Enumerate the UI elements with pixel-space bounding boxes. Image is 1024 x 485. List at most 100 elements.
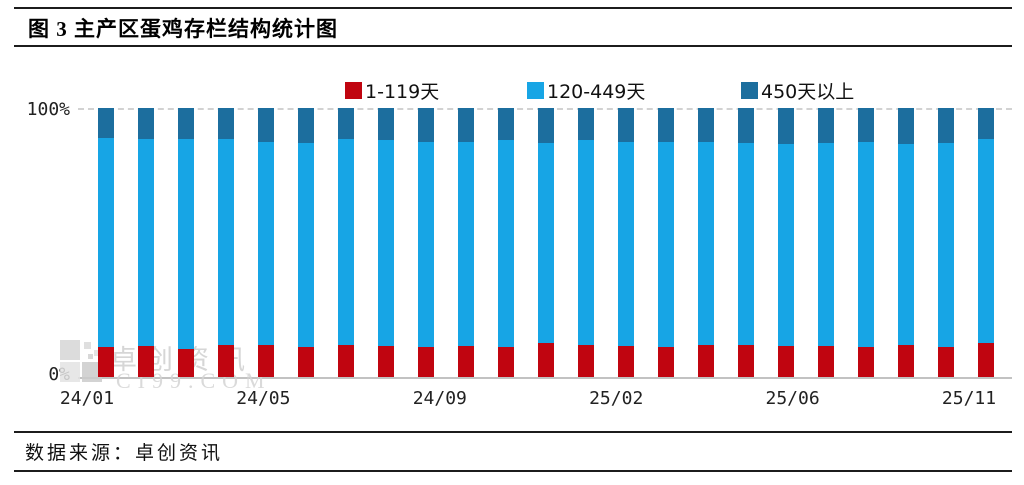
bar-segment-450天以上 xyxy=(978,108,994,139)
bar-segment-120-449天 xyxy=(138,138,154,347)
bar-24/02 xyxy=(138,108,154,377)
bar-segment-1-119天 xyxy=(458,346,474,377)
title-underline xyxy=(14,45,1012,47)
bar-segment-1-119天 xyxy=(978,343,994,377)
bar-segment-450天以上 xyxy=(858,108,874,142)
page-title: 图 3 主产区蛋鸡存栏结构统计图 xyxy=(28,17,338,41)
x-tick-24/09: 24/09 xyxy=(412,388,467,409)
bar-25/10 xyxy=(938,108,954,377)
bar-segment-120-449天 xyxy=(778,144,794,347)
bar-segment-1-119天 xyxy=(258,344,274,377)
bar-24/08 xyxy=(378,108,394,377)
bar-segment-450天以上 xyxy=(258,108,274,142)
bar-segment-120-449天 xyxy=(258,141,274,345)
bar-segment-120-449天 xyxy=(338,138,354,345)
plot-area xyxy=(80,108,1012,377)
bar-segment-120-449天 xyxy=(698,141,714,345)
bar-24/04 xyxy=(218,108,234,377)
bar-segment-450天以上 xyxy=(498,108,514,141)
legend-item-age-450plus: 450天以上 xyxy=(741,79,855,103)
bar-segment-120-449天 xyxy=(378,140,394,347)
x-tick-25/02: 25/02 xyxy=(589,388,644,409)
bar-segment-450天以上 xyxy=(298,108,314,143)
bar-segment-450天以上 xyxy=(778,108,794,145)
bar-segment-1-119天 xyxy=(218,344,234,377)
bar-segment-450天以上 xyxy=(938,108,954,143)
bar-25/07 xyxy=(818,108,834,377)
bar-segment-1-119天 xyxy=(498,347,514,377)
bar-segment-120-449天 xyxy=(178,138,194,349)
bar-24/05 xyxy=(258,108,274,377)
bar-segment-120-449天 xyxy=(738,142,754,345)
bar-25/06 xyxy=(778,108,794,377)
bar-segment-450天以上 xyxy=(898,108,914,145)
bar-segment-450天以上 xyxy=(578,108,594,141)
bar-segment-120-449天 xyxy=(858,141,874,348)
bar-segment-1-119天 xyxy=(738,344,754,377)
bar-25/09 xyxy=(898,108,914,377)
bar-segment-450天以上 xyxy=(378,108,394,141)
bar-segment-1-119天 xyxy=(298,347,314,377)
bar-segment-120-449天 xyxy=(498,140,514,348)
bar-segment-450天以上 xyxy=(658,108,674,142)
bar-segment-1-119天 xyxy=(98,347,114,377)
legend-label: 120-449天 xyxy=(547,80,646,103)
bar-segment-120-449天 xyxy=(978,138,994,344)
legend-label: 1-119天 xyxy=(365,80,440,103)
bar-segment-1-119天 xyxy=(938,347,954,377)
bar-24/07 xyxy=(338,108,354,377)
legend-swatch-lightblue xyxy=(527,81,544,99)
top-rule xyxy=(14,7,1012,9)
bar-segment-450天以上 xyxy=(218,108,234,139)
bar-segment-450天以上 xyxy=(458,108,474,142)
x-tick-25/11: 25/11 xyxy=(941,388,997,409)
bar-segment-120-449天 xyxy=(658,141,674,348)
bar-segment-1-119天 xyxy=(578,344,594,377)
bar-segment-1-119天 xyxy=(778,346,794,377)
x-axis-line xyxy=(78,377,1012,379)
bar-25/02 xyxy=(618,108,634,377)
data-source-label: 数据来源：卓创资讯 xyxy=(25,443,224,464)
x-tick-24/05: 24/05 xyxy=(236,388,291,409)
legend-item-age-120-449: 120-449天 xyxy=(527,79,646,103)
bar-segment-1-119天 xyxy=(698,344,714,377)
bar-segment-450天以上 xyxy=(698,108,714,142)
x-tick-24/01: 24/01 xyxy=(59,388,115,409)
bar-segment-450天以上 xyxy=(98,108,114,138)
bar-segment-120-449天 xyxy=(818,142,834,347)
bar-segment-120-449天 xyxy=(98,137,114,348)
bar-segment-120-449天 xyxy=(298,142,314,348)
bar-segment-1-119天 xyxy=(658,347,674,377)
bar-segment-450天以上 xyxy=(818,108,834,143)
legend-swatch-red xyxy=(345,81,362,99)
bar-segment-1-119天 xyxy=(138,346,154,377)
bar-25/01 xyxy=(578,108,594,377)
bar-25/04 xyxy=(698,108,714,377)
bar-segment-1-119天 xyxy=(418,347,434,377)
watermark-logo-icon xyxy=(60,340,102,382)
bar-24/11 xyxy=(498,108,514,377)
bar-segment-450天以上 xyxy=(538,108,554,143)
bar-segment-120-449天 xyxy=(218,138,234,345)
bar-segment-120-449天 xyxy=(418,141,434,348)
bar-24/03 xyxy=(178,108,194,377)
footer-bottom-rule xyxy=(14,470,1012,472)
bar-segment-450天以上 xyxy=(738,108,754,143)
bar-segment-1-119天 xyxy=(618,346,634,377)
bar-segment-450天以上 xyxy=(338,108,354,139)
bar-segment-1-119天 xyxy=(818,346,834,377)
footer-top-rule xyxy=(14,431,1012,433)
bar-25/05 xyxy=(738,108,754,377)
bar-segment-450天以上 xyxy=(618,108,634,142)
bar-24/01 xyxy=(98,108,114,377)
legend-label: 450天以上 xyxy=(761,80,855,103)
bar-segment-450天以上 xyxy=(178,108,194,139)
legend-item-age-1-119: 1-119天 xyxy=(345,79,440,103)
bar-24/10 xyxy=(458,108,474,377)
bar-25/08 xyxy=(858,108,874,377)
bar-24/06 xyxy=(298,108,314,377)
legend-swatch-darkblue xyxy=(741,81,758,99)
bar-segment-1-119天 xyxy=(858,347,874,377)
y-axis-label-100: 100% xyxy=(26,99,70,120)
